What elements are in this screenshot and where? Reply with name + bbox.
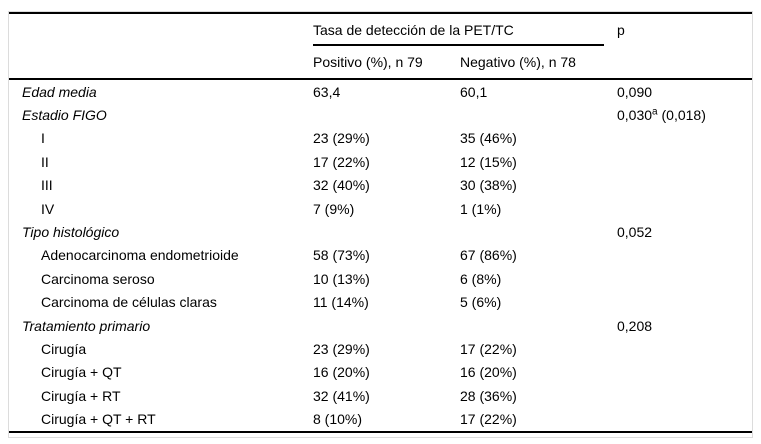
row-label: Estadio FIGO	[22, 107, 107, 124]
table-row: Cirugía + QT 16 (20%) 16 (20%)	[9, 361, 752, 384]
p-value-cell: 0,090	[617, 79, 752, 103]
table-row: Edad media 63,4 60,1 0,090	[9, 79, 752, 103]
negativo-value: 6 (8%)	[460, 270, 502, 287]
table-row: Tipo histológico 0,052	[9, 220, 752, 243]
p-value-cell	[617, 291, 752, 314]
positivo-value: 32 (41%)	[313, 387, 370, 404]
positivo-value: 7 (9%)	[313, 200, 355, 217]
results-table-container: Tasa de detección de la PET/TC p Positiv…	[8, 11, 753, 438]
positivo-value: 32 (40%)	[313, 177, 370, 194]
table-row: II 17 (22%) 12 (15%)	[9, 150, 752, 173]
positivo-value: 63,4	[313, 83, 341, 100]
table-row: Carcinoma de células claras 11 (14%) 5 (…	[9, 291, 752, 314]
p-value: 0,052	[617, 224, 653, 241]
p-value-cell	[617, 361, 752, 384]
positivo-value: 23 (29%)	[313, 340, 370, 357]
row-label: II	[41, 153, 49, 170]
row-label: I	[41, 130, 45, 147]
p-value: 0,208	[617, 317, 653, 334]
positivo-column-header: Positivo (%), n 79	[313, 46, 460, 80]
p-superscript: a	[652, 106, 658, 118]
table-row: Cirugía + QT + RT 8 (10%) 17 (22%)	[9, 407, 752, 431]
row-label: Cirugía	[41, 340, 87, 357]
table-row: I 23 (29%) 35 (46%)	[9, 127, 752, 150]
header-empty-cell	[9, 13, 313, 46]
row-label: Tratamiento primario	[22, 317, 151, 334]
row-label: Adenocarcinoma endometrioide	[41, 247, 239, 264]
row-label: Carcinoma de células claras	[41, 294, 217, 311]
p-value-cell	[617, 197, 752, 220]
table-row: Tratamiento primario 0,208	[9, 314, 752, 337]
p-column-header: p	[617, 22, 625, 38]
negativo-value	[460, 220, 617, 243]
p-value-cell	[617, 384, 752, 407]
negativo-value: 1 (1%)	[460, 200, 502, 217]
positivo-value: 58 (73%)	[313, 247, 370, 264]
table-row: Cirugía + RT 32 (41%) 28 (36%)	[9, 384, 752, 407]
positivo-value: 17 (22%)	[313, 153, 370, 170]
negativo-column-header: Negativo (%), n 78	[460, 46, 617, 80]
table-row: Cirugía 23 (29%) 17 (22%)	[9, 337, 752, 360]
positivo-value	[313, 314, 460, 337]
negativo-value: 30 (38%)	[460, 177, 517, 194]
negativo-value: 17 (22%)	[460, 411, 517, 428]
table-row: Carcinoma seroso 10 (13%) 6 (8%)	[9, 267, 752, 290]
p-value-cell	[617, 244, 752, 267]
table-row: IV 7 (9%) 1 (1%)	[9, 197, 752, 220]
negativo-value: 60,1	[460, 83, 488, 100]
row-label: Tipo histológico	[22, 224, 120, 241]
table-row: III 32 (40%) 30 (38%)	[9, 174, 752, 197]
negativo-value: 67 (86%)	[460, 247, 517, 264]
row-label: Edad media	[22, 83, 97, 100]
table-body: Edad media 63,4 60,1 0,090 Estadio FIGO …	[9, 79, 752, 432]
p-value-cell	[617, 337, 752, 360]
row-label: III	[41, 177, 53, 194]
negativo-value	[460, 314, 617, 337]
p-value-cell	[617, 174, 752, 197]
positivo-value: 23 (29%)	[313, 130, 370, 147]
p-value-cell	[617, 127, 752, 150]
header-columns-row: Positivo (%), n 79 Negativo (%), n 78	[9, 46, 752, 80]
row-label: IV	[41, 200, 55, 217]
negativo-value: 16 (20%)	[460, 364, 517, 381]
positivo-value: 11 (14%)	[313, 294, 369, 311]
row-label: Carcinoma seroso	[41, 270, 155, 287]
positivo-value	[313, 103, 460, 126]
column-group-header: Tasa de detección de la PET/TC	[313, 13, 617, 46]
p-value-extra: (0,018)	[657, 107, 706, 124]
table-row: Estadio FIGO 0,030a (0,018)	[9, 103, 752, 126]
p-value-cell	[617, 267, 752, 290]
negativo-value: 35 (46%)	[460, 130, 517, 147]
positivo-value	[313, 220, 460, 243]
p-value-cell	[617, 407, 752, 431]
column-group-title: Tasa de detección de la PET/TC	[313, 22, 514, 38]
p-value-cell	[617, 150, 752, 173]
positivo-value: 8 (10%)	[313, 411, 363, 428]
negativo-value: 17 (22%)	[460, 340, 517, 357]
negativo-value: 28 (36%)	[460, 387, 517, 404]
table-row: Adenocarcinoma endometrioide 58 (73%) 67…	[9, 244, 752, 267]
pet-tc-detection-table: Tasa de detección de la PET/TC p Positiv…	[9, 12, 752, 433]
p-value: 0,030	[617, 107, 653, 124]
p-value: 0,090	[617, 83, 653, 100]
table-header: Tasa de detección de la PET/TC p Positiv…	[9, 13, 752, 80]
p-value-cell: 0,208	[617, 314, 752, 337]
row-label: Cirugía + QT	[41, 364, 122, 381]
p-value-cell: 0,052	[617, 220, 752, 243]
negativo-value: 12 (15%)	[460, 153, 517, 170]
positivo-value: 10 (13%)	[313, 270, 370, 287]
header-group-row: Tasa de detección de la PET/TC p	[9, 13, 752, 46]
p-value-cell: 0,030a (0,018)	[617, 103, 752, 126]
row-label: Cirugía + RT	[41, 387, 121, 404]
positivo-value: 16 (20%)	[313, 364, 370, 381]
negativo-value: 5 (6%)	[460, 294, 502, 311]
header-empty-cell	[9, 46, 313, 80]
row-label: Cirugía + QT + RT	[41, 411, 156, 428]
header-empty-cell	[617, 46, 752, 80]
negativo-value	[460, 103, 617, 126]
